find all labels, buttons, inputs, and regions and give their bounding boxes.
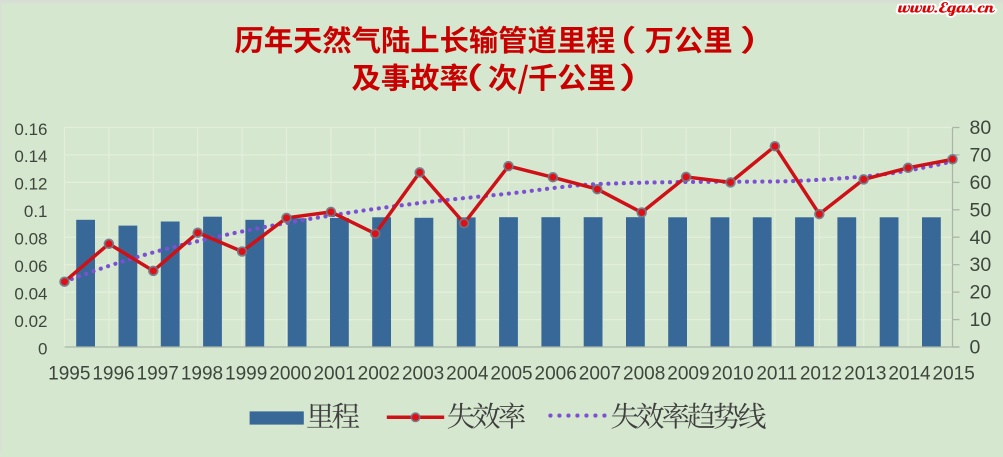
svg-text:1999: 1999 [225,363,267,384]
svg-text:0: 0 [38,339,47,358]
svg-text:70: 70 [970,144,992,166]
svg-text:10: 10 [970,309,992,331]
svg-text:0.14: 0.14 [14,147,47,166]
svg-text:1995: 1995 [48,363,90,384]
svg-text:2010: 2010 [711,363,753,384]
svg-text:0.06: 0.06 [14,257,47,276]
svg-text:2003: 2003 [402,363,444,384]
svg-text:0.08: 0.08 [14,230,47,249]
svg-text:2012: 2012 [800,363,842,384]
svg-text:2015: 2015 [933,363,975,384]
svg-text:0: 0 [970,337,981,359]
svg-text:0.12: 0.12 [14,175,47,194]
svg-text:2000: 2000 [269,363,311,384]
svg-text:2009: 2009 [667,363,709,384]
svg-text:0.02: 0.02 [14,312,47,331]
svg-text:20: 20 [970,282,992,304]
svg-text:2004: 2004 [446,363,489,384]
svg-text:0.04: 0.04 [14,284,47,303]
svg-text:2014: 2014 [888,363,931,384]
svg-text:2002: 2002 [358,363,400,384]
svg-text:1996: 1996 [92,363,134,384]
svg-text:2001: 2001 [313,363,355,384]
svg-text:30: 30 [970,254,992,276]
svg-text:2011: 2011 [756,363,797,384]
svg-text:2008: 2008 [623,363,665,384]
svg-text:2013: 2013 [844,363,886,384]
svg-text:50: 50 [970,199,992,221]
svg-text:40: 40 [970,227,992,249]
svg-text:60: 60 [970,172,992,194]
svg-text:0.1: 0.1 [24,202,48,221]
svg-text:0.16: 0.16 [14,120,47,139]
svg-text:2006: 2006 [535,363,577,384]
svg-text:1997: 1997 [137,363,179,384]
svg-text:2007: 2007 [579,363,621,384]
svg-text:2005: 2005 [490,363,532,384]
svg-text:1998: 1998 [181,363,223,384]
svg-text:80: 80 [970,117,992,139]
